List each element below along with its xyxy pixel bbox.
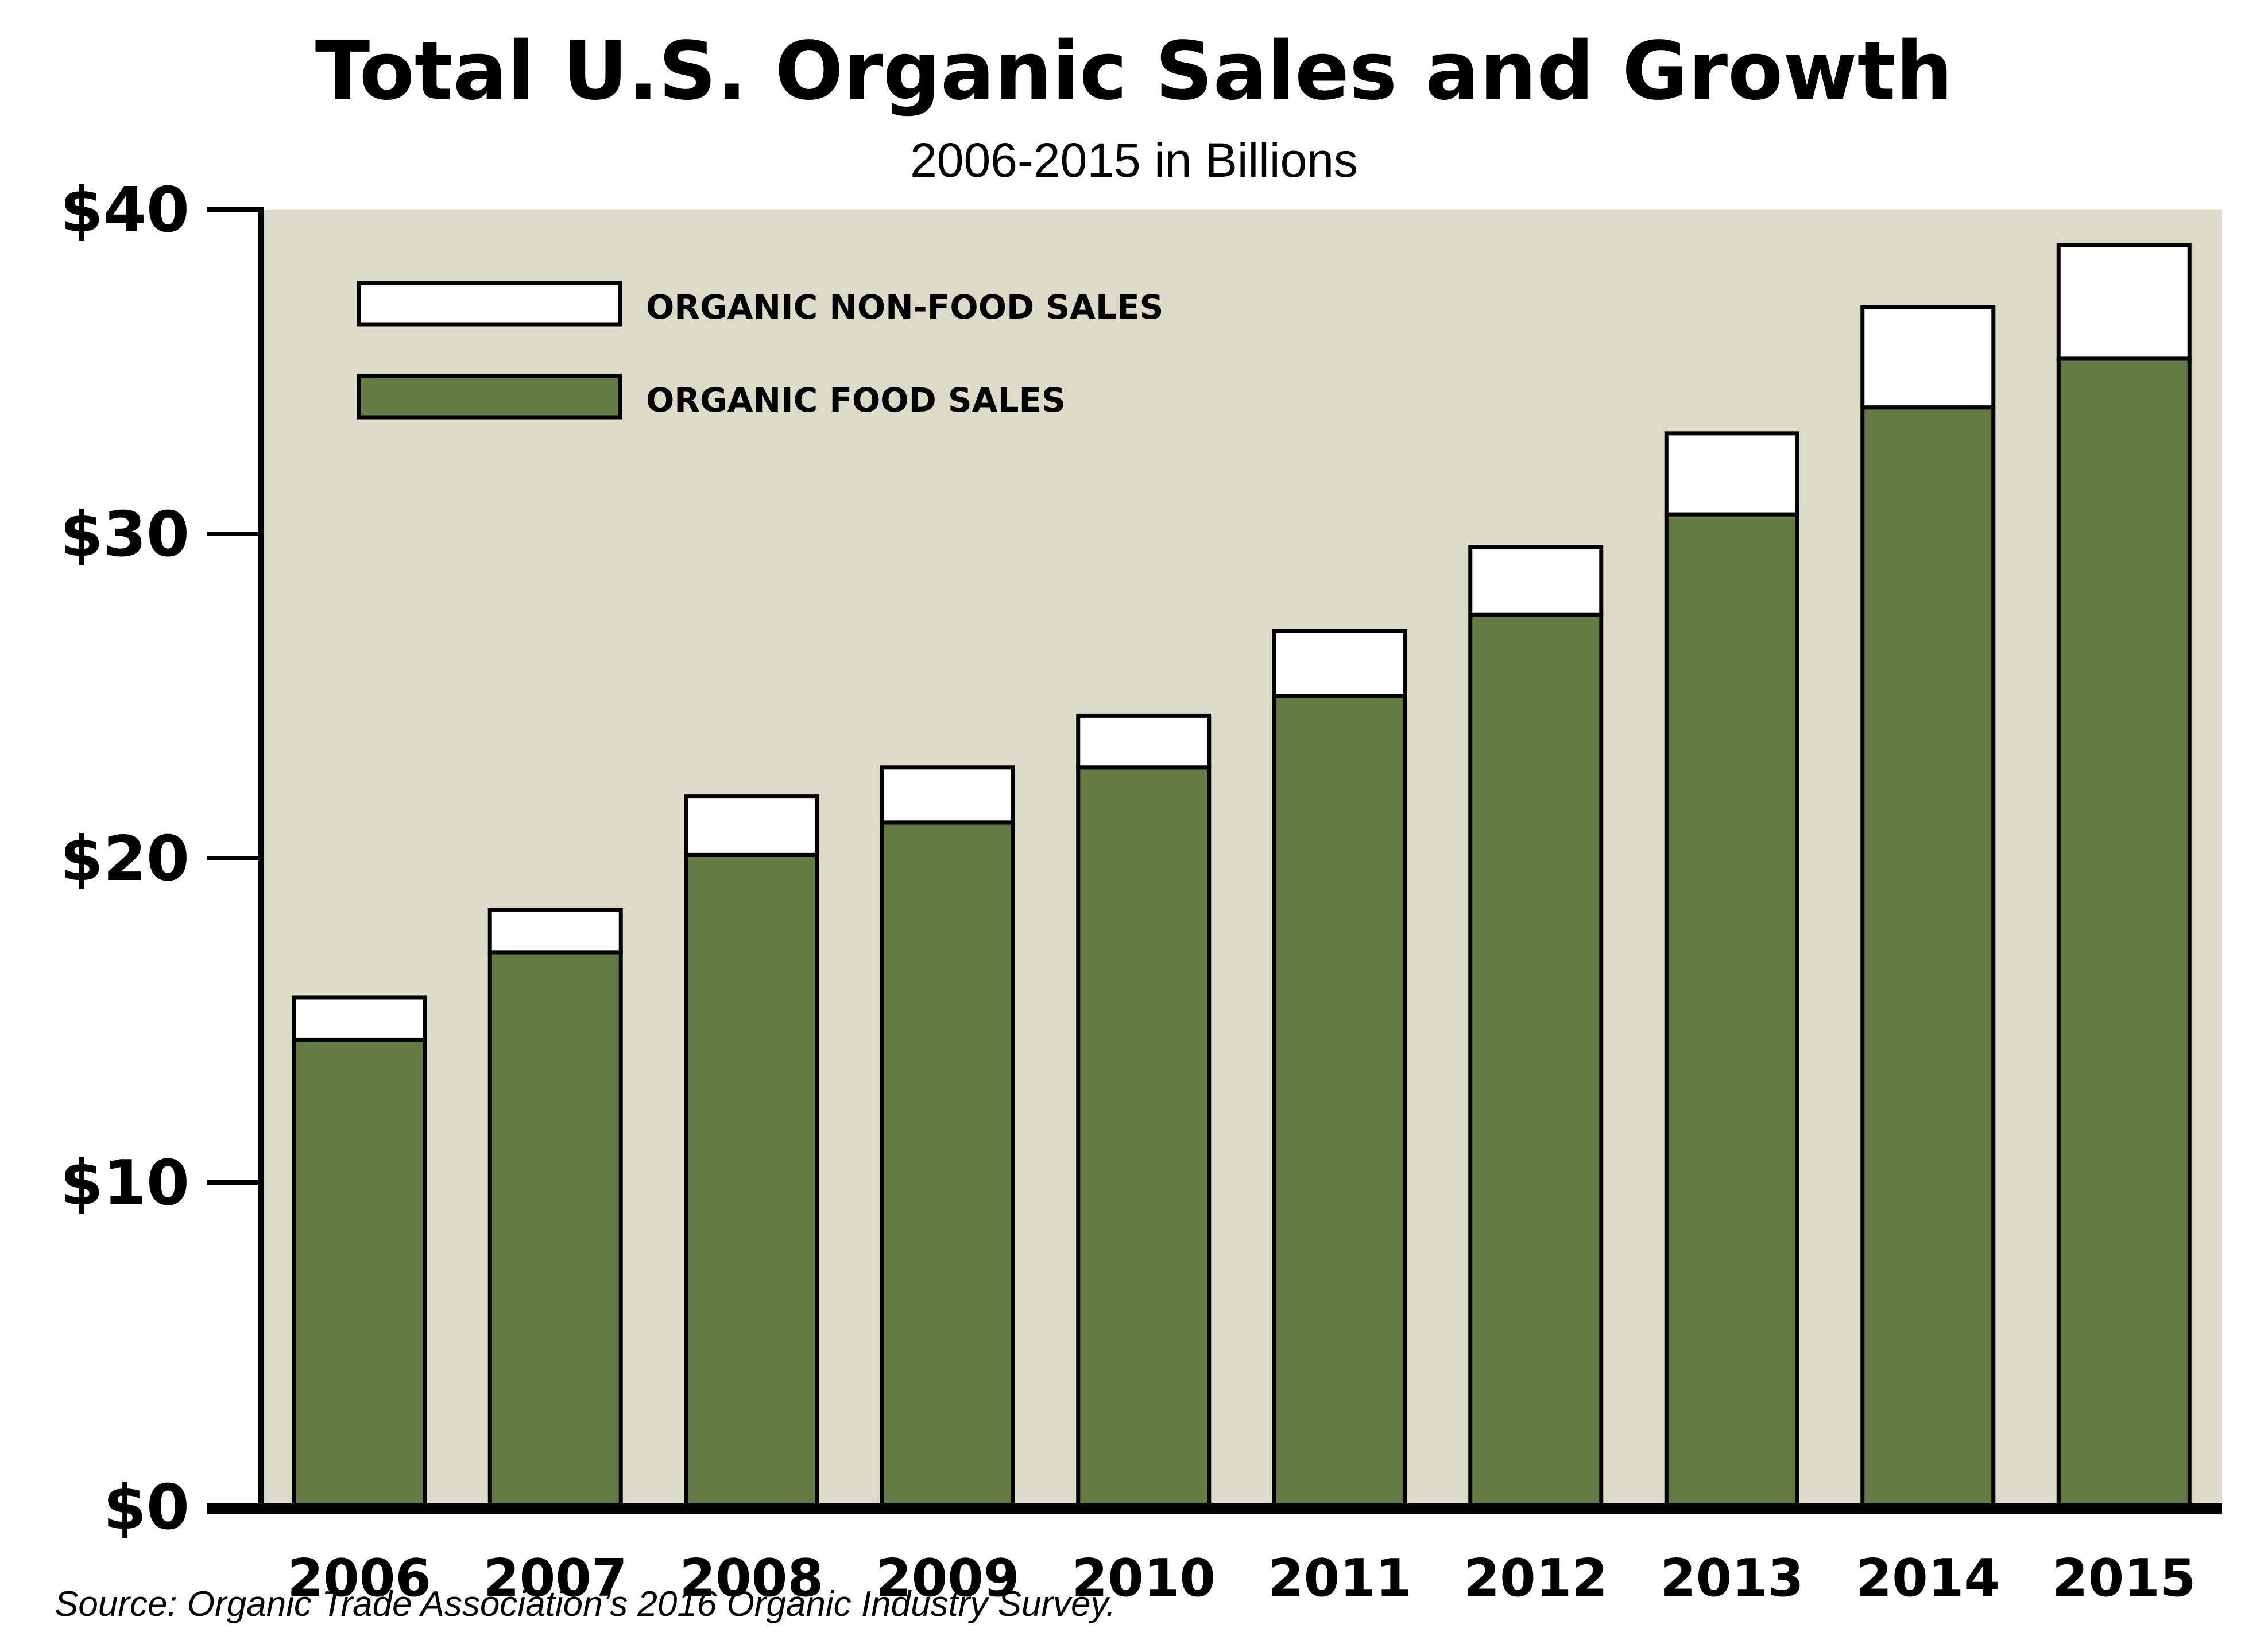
bar-nonfood-2014 [1860, 305, 1996, 410]
y-tick-label: $20 [60, 823, 189, 895]
bar-food-2007 [487, 950, 623, 1509]
legend-label: ORGANIC FOOD SALES [646, 381, 1066, 420]
bar-nonfood-2008 [684, 794, 819, 857]
bar-nonfood-2006 [292, 995, 427, 1042]
bar-nonfood-2010 [1076, 713, 1212, 770]
x-tick-label: 2014 [1856, 1548, 2000, 1608]
x-tick-label: 2015 [2052, 1548, 2196, 1608]
bar-food-2015 [2056, 356, 2192, 1509]
bar-food-2012 [1468, 612, 1604, 1509]
bar-food-2010 [1076, 765, 1212, 1509]
bar-nonfood-2007 [487, 908, 623, 955]
legend-swatch [357, 374, 622, 420]
bar-nonfood-2013 [1664, 431, 1799, 517]
legend-swatch [357, 281, 622, 327]
bar-food-2009 [880, 820, 1015, 1509]
x-tick-label: 2009 [876, 1548, 1020, 1608]
y-tick-label: $0 [103, 1472, 189, 1544]
bar-nonfood-2012 [1468, 545, 1604, 617]
legend: ORGANIC NON-FOOD SALES ORGANIC FOOD SALES [357, 281, 1163, 420]
y-tick-label: $10 [60, 1147, 189, 1219]
bar-food-2008 [684, 852, 819, 1509]
x-tick-label: 2013 [1660, 1548, 1804, 1608]
bars: 2006 2007 2008 2009 2010 2011 2012 2013 2014 2015 [288, 243, 2196, 1608]
x-tick-label: 2006 [288, 1548, 432, 1608]
y-axis-ticks: $0 $10 $20 $30 $40 [60, 175, 261, 1544]
chart-title: Total U.S. Organic Sales and Growth [315, 25, 1953, 118]
bar-food-2013 [1664, 512, 1799, 1509]
bar-food-2014 [1860, 405, 1996, 1509]
y-tick-label: $30 [60, 499, 189, 571]
x-tick-label: 2012 [1464, 1548, 1608, 1608]
bar-nonfood-2009 [880, 765, 1015, 825]
x-tick-label: 2007 [483, 1548, 628, 1608]
bar-nonfood-2011 [1272, 629, 1407, 698]
x-tick-label: 2010 [1072, 1548, 1216, 1608]
chart-subtitle: 2006-2015 in Billions [910, 133, 1358, 187]
legend-label: ORGANIC NON-FOOD SALES [646, 288, 1163, 327]
bar-food-2011 [1272, 694, 1407, 1509]
x-tick-label: 2008 [680, 1548, 824, 1608]
source-note: Source: Organic Trade Association’s 2016… [55, 1584, 1116, 1624]
bar-food-2006 [292, 1037, 427, 1509]
bar-nonfood-2015 [2056, 243, 2192, 361]
y-tick-label: $40 [60, 175, 189, 246]
x-tick-label: 2011 [1268, 1548, 1412, 1608]
